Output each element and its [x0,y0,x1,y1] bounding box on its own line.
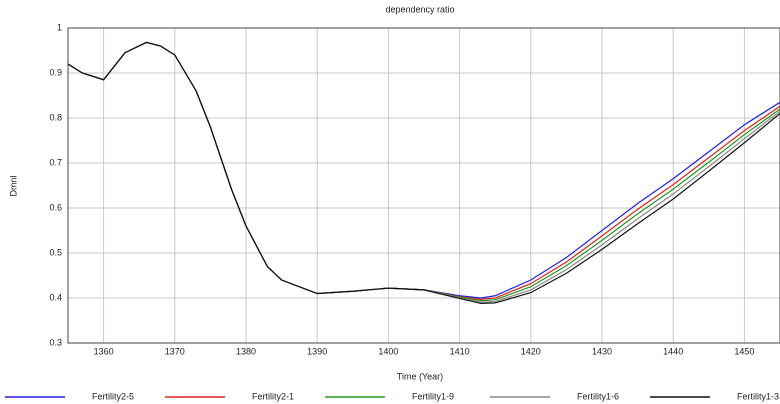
chart-title: dependency ratio [385,4,454,14]
x-tick-label: 1410 [450,346,470,356]
x-tick-label: 1430 [592,346,612,356]
legend-label: Fertility2-5 [92,391,134,401]
x-tick-label: 1420 [521,346,541,356]
legend-label: Fertility1-6 [577,391,619,401]
legend-label: Fertility1-9 [412,391,454,401]
y-tick-label: 0.4 [49,292,62,302]
data-line [67,41,780,305]
y-tick-label: 1 [57,22,62,32]
x-tick-label: 1390 [307,346,327,356]
legend-label: Fertility2-1 [252,391,294,401]
x-tick-label: 1400 [378,346,398,356]
x-tick-label: 1370 [165,346,185,356]
y-tick-label: 0.5 [49,247,62,257]
y-tick-label: 0.9 [49,67,62,77]
x-tick-label: 1450 [734,346,754,356]
x-tick-label: 1360 [94,346,114,356]
y-axis-label: Dmnl [8,175,18,196]
x-tick-label: 1380 [236,346,256,356]
plot-frame [67,27,780,344]
x-axis-label: Time (Year) [397,371,443,381]
legend-label: Fertility1-3 [737,391,779,401]
y-tick-label: 0.6 [49,202,62,212]
y-tick-label: 0.8 [49,112,62,122]
y-tick-label: 0.7 [49,157,62,167]
y-tick-label: 0.3 [49,337,62,347]
x-tick-label: 1440 [663,346,683,356]
